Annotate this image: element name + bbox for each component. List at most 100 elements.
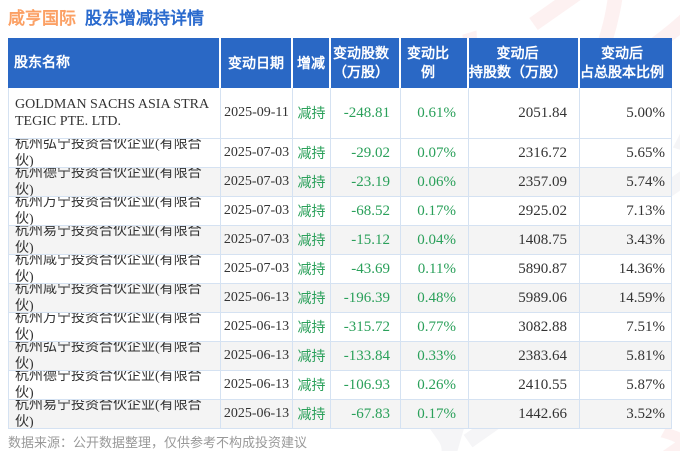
table-row: 杭州咸宁投资合伙企业(有限合伙) 2025-07-03 减持 -43.69 0.11% 5… [9,254,671,283]
cell-change-ratio: 0.04% [400,226,468,254]
table-row: 杭州德宁投资合伙企业(有限合伙) 2025-06-13 减持 -106.93 0.26%… [9,370,671,399]
cell-name: 杭州易宁投资合伙企业(有限合伙) [15,400,202,428]
cell-action: 减持 [292,226,330,254]
cell-date: 2025-07-03 [220,168,292,196]
cell-pct-after: 3.43% [579,226,673,254]
table-row: 杭州易宁投资合伙企业(有限合伙) 2025-06-13 减持 -67.83 0.17% 1… [9,399,671,428]
table-row: 杭州弘宁投资合伙企业(有限合伙) 2025-06-13 减持 -133.84 0.33%… [9,341,671,370]
cell-name: 杭州咸宁投资合伙企业(有限合伙) [15,284,202,312]
cell-change-shares: -15.12 [330,226,400,254]
cell-name: GOLDMAN SACHS ASIA STRATEGIC PTE. LTD. [15,96,210,130]
cell-action: 减持 [292,139,330,167]
cell-date: 2025-07-03 [220,197,292,225]
cell-action: 减持 [292,313,330,341]
cell-pct-after: 5.74% [579,168,673,196]
cell-shares-after: 2051.84 [468,88,579,138]
cell-change-shares: -29.02 [330,139,400,167]
column-header: 股东名称 [8,38,219,88]
cell-change-ratio: 0.26% [400,371,468,399]
cell-pct-after: 5.81% [579,342,673,370]
cell-date: 2025-06-13 [220,342,292,370]
cell-change-shares: -248.81 [330,88,400,138]
cell-pct-after: 3.52% [579,400,673,428]
column-header: 增减 [291,38,329,88]
cell-change-ratio: 0.17% [400,400,468,428]
cell-shares-after: 2316.72 [468,139,579,167]
cell-date: 2025-06-13 [220,371,292,399]
cell-pct-after: 5.87% [579,371,673,399]
cell-name: 杭州德宁投资合伙企业(有限合伙) [15,168,202,196]
cell-change-ratio: 0.11% [400,255,468,283]
stock-name: 咸亨国际 [8,9,76,28]
cell-shares-after: 5989.06 [468,284,579,312]
cell-name: 杭州咸宁投资合伙企业(有限合伙) [15,255,202,283]
cell-change-ratio: 0.61% [400,88,468,138]
cell-shares-after: 2357.09 [468,168,579,196]
cell-change-ratio: 0.77% [400,313,468,341]
cell-change-ratio: 0.48% [400,284,468,312]
column-header: 变动比例 [399,38,467,88]
table-row: 杭州易宁投资合伙企业(有限合伙) 2025-07-03 减持 -15.12 0.04% 1… [9,225,671,254]
page-title: 咸亨国际 股东增减持详情 [8,4,204,29]
cell-change-shares: -67.83 [330,400,400,428]
cell-action: 减持 [292,255,330,283]
cell-change-shares: -106.93 [330,371,400,399]
cell-date: 2025-06-13 [220,284,292,312]
holdings-table: 股东名称 变动日期 增减 变动股数 （万股） 变动比例 变动后 持股数（万股） 变动后 占总… [8,38,672,429]
column-header: 变动股数 （万股） [329,38,399,88]
cell-action: 减持 [292,400,330,428]
cell-change-ratio: 0.17% [400,197,468,225]
table-row: 杭州弘宁投资合伙企业(有限合伙) 2025-07-03 减持 -29.02 0.07% 2… [9,138,671,167]
cell-shares-after: 1442.66 [468,400,579,428]
cell-action: 减持 [292,168,330,196]
cell-shares-after: 2925.02 [468,197,579,225]
table-row: 杭州德宁投资合伙企业(有限合伙) 2025-07-03 减持 -23.19 0.06% 2… [9,167,671,196]
table-row: GOLDMAN SACHS ASIA STRATEGIC PTE. LTD. 20… [9,88,671,138]
data-source-note: 数据来源：公开数据整理，仅供参考不构成投资建议 [8,435,308,450]
cell-pct-after: 7.51% [579,313,673,341]
cell-change-shares: -43.69 [330,255,400,283]
cell-pct-after: 5.65% [579,139,673,167]
cell-action: 减持 [292,371,330,399]
cell-pct-after: 5.00% [579,88,673,138]
column-header: 变动后 持股数（万股） [467,38,578,88]
cell-change-shares: -315.72 [330,313,400,341]
cell-name: 杭州万宁投资合伙企业(有限合伙) [15,313,202,341]
cell-change-ratio: 0.33% [400,342,468,370]
title-subtitle: 股东增减持详情 [85,9,204,28]
cell-shares-after: 2410.55 [468,371,579,399]
table-row: 杭州咸宁投资合伙企业(有限合伙) 2025-06-13 减持 -196.39 0.48%… [9,283,671,312]
cell-date: 2025-07-03 [220,255,292,283]
cell-shares-after: 5890.87 [468,255,579,283]
cell-change-shares: -196.39 [330,284,400,312]
cell-name: 杭州弘宁投资合伙企业(有限合伙) [15,342,202,370]
table-row: 杭州万宁投资合伙企业(有限合伙) 2025-07-03 减持 -68.52 0.17% 2… [9,196,671,225]
column-header: 变动日期 [219,38,291,88]
cell-name: 杭州万宁投资合伙企业(有限合伙) [15,197,202,225]
cell-shares-after: 2383.64 [468,342,579,370]
cell-change-ratio: 0.07% [400,139,468,167]
cell-change-shares: -133.84 [330,342,400,370]
table-body: GOLDMAN SACHS ASIA STRATEGIC PTE. LTD. 20… [8,88,672,429]
cell-change-ratio: 0.06% [400,168,468,196]
cell-name: 杭州弘宁投资合伙企业(有限合伙) [15,139,202,167]
cell-date: 2025-06-13 [220,313,292,341]
cell-shares-after: 3082.88 [468,313,579,341]
cell-name: 杭州德宁投资合伙企业(有限合伙) [15,371,202,399]
cell-date: 2025-09-11 [220,88,292,138]
cell-shares-after: 1408.75 [468,226,579,254]
cell-date: 2025-07-03 [220,139,292,167]
table-row: 杭州万宁投资合伙企业(有限合伙) 2025-06-13 减持 -315.72 0.77%… [9,312,671,341]
cell-pct-after: 14.36% [579,255,673,283]
cell-action: 减持 [292,342,330,370]
cell-date: 2025-07-03 [220,226,292,254]
table-header-row: 股东名称 变动日期 增减 变动股数 （万股） 变动比例 变动后 持股数（万股） 变动后 占总… [8,38,672,88]
cell-action: 减持 [292,197,330,225]
column-header: 变动后 占总股本比例 [578,38,672,88]
cell-pct-after: 7.13% [579,197,673,225]
cell-change-shares: -23.19 [330,168,400,196]
cell-pct-after: 14.59% [579,284,673,312]
cell-action: 减持 [292,88,330,138]
cell-name: 杭州易宁投资合伙企业(有限合伙) [15,226,202,254]
